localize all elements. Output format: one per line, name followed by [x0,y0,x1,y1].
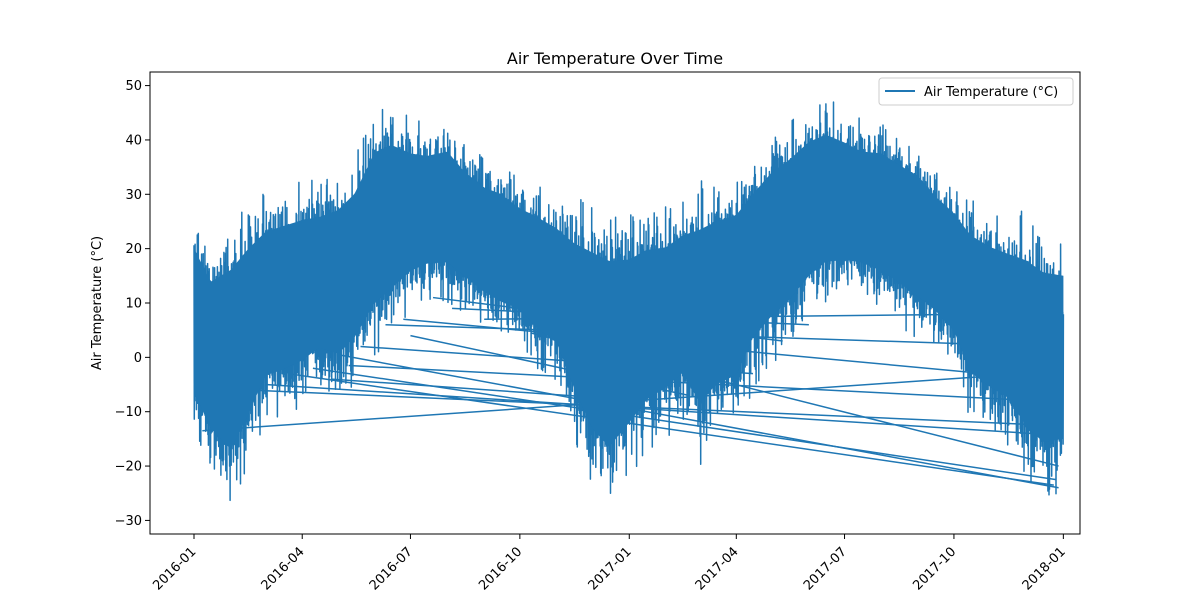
series-connector-line [247,389,1050,427]
y-tick-label: 40 [125,133,142,148]
y-tick-label: 0 [134,351,142,366]
x-tick-label: 2016-10 [476,544,525,593]
legend: Air Temperature (°C) [878,77,1074,106]
y-tick-label: 50 [125,79,142,94]
x-tick-label: 2016-07 [367,544,416,593]
x-axis: 2016-01 2016-04 2016-07 2016-10 2017-01 2017-… [150,534,1069,593]
legend-entry-air-temperature: Air Temperature (°C) [924,85,1058,100]
legend-box [878,77,1074,106]
x-tick-label: 2017-10 [910,544,959,593]
y-tick-label: 20 [125,242,142,257]
x-tick-label: 2018-01 [1020,544,1069,593]
x-tick-label: 2017-01 [586,544,635,593]
y-tick-label: 30 [125,188,142,203]
y-tick-label: −20 [115,460,142,475]
x-tick-label: 2017-04 [693,544,742,593]
plot-frame [149,71,1081,535]
series-connector-line [287,372,1054,486]
y-tick-label: −10 [115,405,142,420]
series-connector-line [265,383,1032,435]
y-tick-label: 10 [125,297,142,312]
y-axis-label: Air Temperature (°C) [90,236,105,370]
plot-area [193,101,1065,502]
x-tick-label: 2017-07 [801,544,850,593]
y-tick-label: −30 [115,514,142,529]
x-tick-label: 2016-04 [259,544,308,593]
series-band-air-temperature [194,135,1064,449]
y-axis: −30 −20 −10 0 10 20 30 40 50 [115,79,150,529]
chart-title: Air Temperature Over Time [507,49,723,68]
x-tick-label: 2016-01 [150,544,199,593]
